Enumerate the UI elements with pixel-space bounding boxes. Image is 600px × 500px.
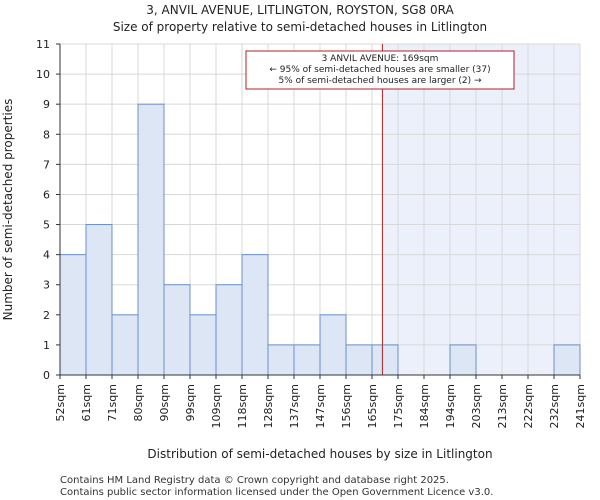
bars — [59, 103, 581, 376]
annotation-line-larger: 5% of semi-detached houses are larger (2… — [278, 76, 482, 86]
x-tick-label: 156sqm — [340, 384, 353, 428]
bar — [241, 254, 269, 376]
x-tick-label: 109sqm — [210, 384, 223, 428]
x-tick-label: 222sqm — [522, 384, 535, 428]
y-tick-label: 5 — [43, 219, 50, 232]
x-tick-label: 194sqm — [444, 384, 457, 428]
bar — [85, 224, 113, 376]
annotation-line-smaller: ← 95% of semi-detached houses are smalle… — [269, 65, 490, 75]
y-axis-ticks: 0 1 2 3 4 5 6 7 8 9 10 11 — [36, 38, 60, 382]
y-tick-label: 1 — [43, 339, 50, 352]
x-tick-label: 80sqm — [132, 384, 145, 421]
y-tick-label: 9 — [43, 98, 50, 111]
x-tick-label: 137sqm — [288, 384, 301, 428]
x-tick-label: 203sqm — [470, 384, 483, 428]
bar — [371, 344, 399, 376]
y-tick-label: 10 — [36, 68, 50, 81]
chart-title-address: 3, ANVIL AVENUE, LITLINGTON, ROYSTON, SG… — [146, 3, 454, 17]
y-tick-label: 11 — [36, 38, 50, 51]
x-tick-label: 61sqm — [80, 384, 93, 421]
x-tick-label: 165sqm — [366, 384, 379, 428]
bar — [345, 344, 373, 376]
x-tick-label: 213sqm — [496, 384, 509, 428]
footer-licence: Contains public sector information licen… — [60, 487, 493, 498]
x-axis-ticks: 52sqm 61sqm 71sqm 80sqm 90sqm 99sqm 109sqm 118s… — [54, 375, 587, 428]
bar — [449, 344, 477, 376]
bar — [215, 284, 243, 376]
x-tick-label: 232sqm — [548, 384, 561, 428]
x-axis-label: Distribution of semi-detached houses by … — [147, 447, 492, 461]
y-tick-label: 4 — [43, 249, 50, 262]
y-tick-label: 8 — [43, 128, 50, 141]
bar — [59, 254, 87, 376]
bar — [267, 344, 295, 376]
chart-title: Size of property relative to semi-detach… — [113, 20, 487, 34]
bar — [553, 344, 581, 376]
y-tick-label: 6 — [43, 188, 50, 201]
x-tick-label: 128sqm — [262, 384, 275, 428]
annotation-box — [245, 50, 515, 90]
y-tick-label: 7 — [43, 158, 50, 171]
x-tick-label: 175sqm — [392, 384, 405, 428]
bar — [189, 314, 217, 376]
x-tick-label: 147sqm — [314, 384, 327, 428]
x-tick-label: 118sqm — [236, 384, 249, 428]
y-axis-label: Number of semi-detached properties — [1, 99, 15, 321]
y-tick-label: 2 — [43, 309, 50, 322]
y-tick-label: 3 — [43, 279, 50, 292]
x-tick-label: 90sqm — [158, 384, 171, 421]
bar — [137, 103, 165, 376]
annotation-line-title: 3 ANVIL AVENUE: 169sqm — [322, 54, 439, 64]
larger-houses-shade — [382, 44, 580, 375]
x-tick-label: 71sqm — [106, 384, 119, 421]
x-tick-label: 184sqm — [418, 384, 431, 428]
bar — [163, 284, 191, 376]
plot-area: 3 ANVIL AVENUE: 169sqm ← 95% of semi-det… — [36, 38, 587, 428]
bar — [319, 314, 347, 376]
x-tick-label: 99sqm — [184, 384, 197, 421]
x-tick-label: 52sqm — [54, 384, 67, 421]
bar — [293, 344, 321, 376]
bar — [111, 314, 139, 376]
x-tick-label: 241sqm — [574, 384, 587, 428]
y-tick-label: 0 — [43, 369, 50, 382]
footer-copyright: Contains HM Land Registry data © Crown c… — [60, 475, 449, 486]
property-annotation: 3 ANVIL AVENUE: 169sqm ← 95% of semi-det… — [245, 50, 515, 90]
